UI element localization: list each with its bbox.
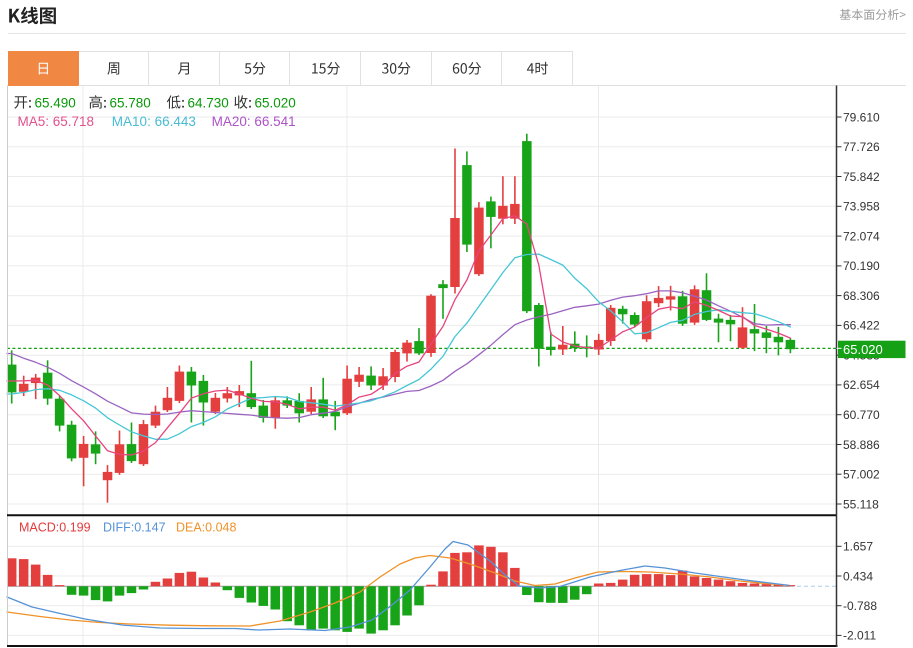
- svg-text:MA20: 66.541: MA20: 66.541: [212, 114, 296, 129]
- svg-text:55.118: 55.118: [843, 497, 879, 511]
- svg-text:65.020: 65.020: [255, 96, 296, 111]
- svg-text:79.610: 79.610: [843, 110, 880, 124]
- svg-text:57.002: 57.002: [843, 468, 880, 482]
- svg-text:MA10: 66.443: MA10: 66.443: [112, 114, 196, 129]
- svg-text:65.780: 65.780: [110, 96, 151, 111]
- svg-text:60.770: 60.770: [843, 408, 880, 422]
- svg-text:62.654: 62.654: [843, 378, 880, 392]
- svg-text:MA5: 65.718: MA5: 65.718: [18, 114, 95, 129]
- svg-text:70.190: 70.190: [843, 259, 880, 273]
- svg-text:66.422: 66.422: [843, 319, 880, 333]
- svg-text:72.074: 72.074: [843, 229, 880, 243]
- svg-text:68.306: 68.306: [843, 289, 880, 303]
- svg-text:0.434: 0.434: [843, 569, 873, 583]
- svg-text:65.490: 65.490: [35, 96, 76, 111]
- svg-text:DIFF:0.147: DIFF:0.147: [103, 521, 166, 535]
- svg-text:-0.788: -0.788: [843, 599, 877, 613]
- svg-text:77.726: 77.726: [843, 140, 880, 154]
- svg-text:65.020: 65.020: [843, 342, 883, 357]
- svg-text:DEA:0.048: DEA:0.048: [176, 521, 237, 535]
- svg-text:73.958: 73.958: [843, 200, 880, 214]
- svg-text:64.730: 64.730: [188, 96, 229, 111]
- svg-text:1.657: 1.657: [843, 540, 873, 554]
- svg-text:58.886: 58.886: [843, 438, 880, 452]
- svg-text:MACD:0.199: MACD:0.199: [19, 521, 91, 535]
- svg-text:-2.011: -2.011: [843, 629, 876, 643]
- svg-text:75.842: 75.842: [843, 170, 880, 184]
